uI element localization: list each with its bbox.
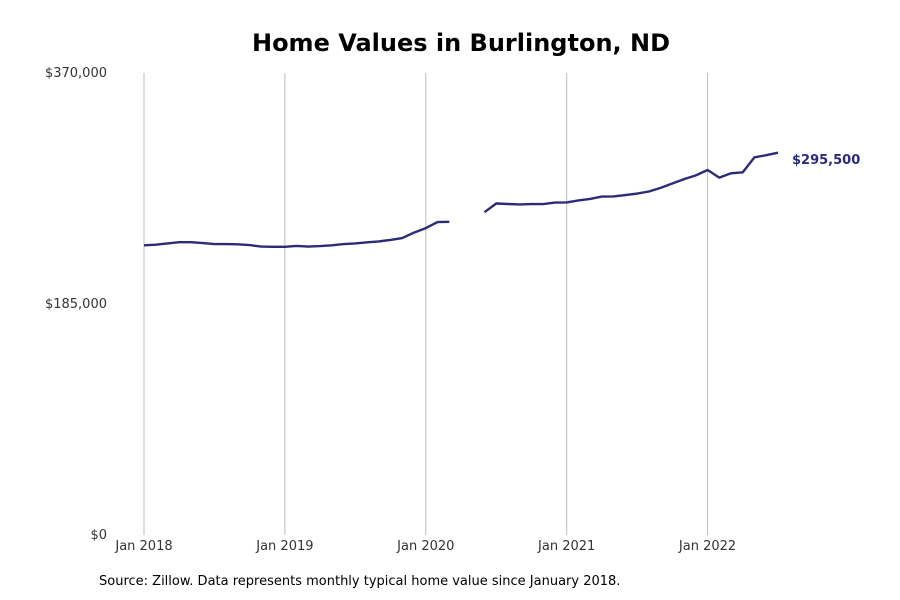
chart-title: Home Values in Burlington, ND bbox=[252, 29, 670, 57]
y-tick-label: $185,000 bbox=[45, 297, 107, 312]
x-tick-label: Jan 2020 bbox=[396, 539, 454, 554]
x-tick-label: Jan 2019 bbox=[255, 539, 313, 554]
series-line bbox=[143, 151, 779, 248]
x-tick-label: Jan 2021 bbox=[537, 539, 595, 554]
y-tick-label: $0 bbox=[90, 528, 107, 543]
grid-lines bbox=[143, 73, 709, 535]
source-note: Source: Zillow. Data represents monthly … bbox=[99, 574, 621, 589]
x-tick-label: Jan 2022 bbox=[678, 539, 736, 554]
x-axis-ticks: Jan 2018 Jan 2019 Jan 2020 Jan 2021 Jan 2022 bbox=[114, 539, 736, 554]
end-value-label: $295,500 bbox=[792, 153, 860, 168]
y-tick-label: $370,000 bbox=[45, 66, 107, 81]
x-tick-label: Jan 2018 bbox=[114, 539, 172, 554]
series-layer bbox=[143, 151, 779, 248]
y-axis-ticks: $0 $185,000 $370,000 bbox=[45, 66, 107, 543]
